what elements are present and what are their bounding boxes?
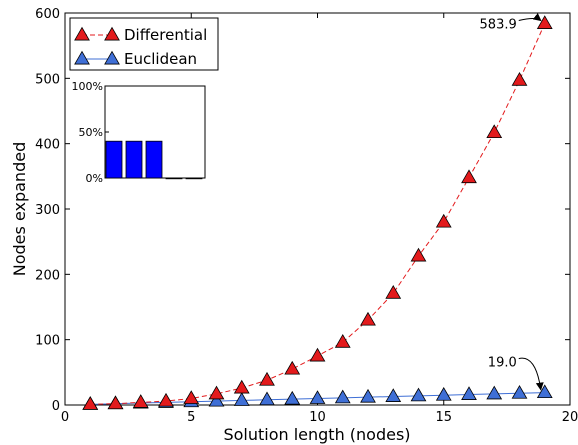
data-point — [435, 386, 452, 401]
data-point — [259, 391, 275, 406]
data-point — [486, 385, 503, 400]
inset-tick-label: 50% — [79, 126, 103, 139]
inset-tick-label: 0% — [86, 172, 103, 185]
annotation-arrow — [518, 13, 542, 22]
data-point — [284, 390, 301, 405]
plot-area — [64, 12, 571, 406]
legend-label: Differential — [124, 26, 207, 44]
data-point — [309, 347, 326, 362]
x-tick-label: 10 — [309, 410, 326, 425]
inset-tick-label: 100% — [72, 80, 103, 93]
data-point — [360, 311, 376, 326]
data-point — [82, 396, 99, 410]
legend-label: Euclidean — [124, 50, 197, 68]
y-axis-label: Nodes expanded — [10, 142, 29, 276]
series-layer — [82, 15, 553, 410]
y-tick-label: 400 — [35, 138, 60, 153]
data-point — [511, 384, 528, 399]
data-point — [158, 392, 174, 407]
data-point — [461, 169, 477, 184]
data-point — [461, 386, 477, 400]
data-point — [385, 388, 402, 402]
y-tick-label: 500 — [35, 72, 60, 87]
data-point — [536, 384, 553, 399]
data-point — [410, 247, 427, 262]
legend-item-differential: Differential — [74, 26, 207, 44]
data-point — [132, 394, 149, 408]
data-point — [511, 72, 528, 86]
data-point — [385, 285, 402, 299]
legend: Differential Euclidean — [69, 17, 219, 71]
legend-marker — [104, 26, 120, 41]
data-point — [486, 124, 503, 139]
y-tick-label: 100 — [35, 334, 60, 349]
y-tick-label: 300 — [35, 203, 60, 218]
data-point — [183, 390, 200, 404]
data-point — [284, 360, 301, 375]
y-tick-label: 200 — [35, 268, 60, 283]
y-tick-label: 0 — [52, 399, 60, 414]
data-point — [435, 213, 452, 228]
data-point — [410, 387, 427, 402]
annotation-label: 583.9 — [480, 18, 517, 33]
x-tick-label: 0 — [61, 410, 69, 425]
inset-bar — [165, 177, 183, 180]
x-tick-label: 5 — [187, 410, 195, 425]
x-tick-label: 20 — [562, 410, 578, 425]
data-point — [259, 371, 275, 386]
y-axis-ticks: 0 100 200 300 400 500 600 — [35, 7, 570, 414]
data-point — [208, 385, 225, 400]
legend-marker — [74, 50, 90, 65]
x-tick-label: 15 — [435, 410, 452, 425]
legend-item-euclidean: Euclidean — [74, 50, 197, 68]
data-point — [536, 15, 553, 29]
data-point — [233, 379, 250, 394]
y-tick-label: 600 — [35, 7, 60, 22]
data-point — [107, 395, 124, 410]
inset-bar — [185, 177, 203, 180]
inset-bar-chart: 0% 50% 100% — [72, 80, 206, 185]
data-point — [360, 388, 376, 403]
data-point — [233, 392, 250, 406]
x-axis-label: Solution length (nodes) — [223, 425, 410, 444]
data-point — [334, 334, 351, 348]
inset-bar — [125, 140, 143, 179]
inset-bar — [145, 140, 163, 179]
data-point — [334, 389, 351, 404]
data-point — [309, 390, 326, 404]
legend-box — [69, 17, 219, 71]
annotation-label: 19.0 — [488, 356, 517, 371]
annotation-arrow — [518, 357, 544, 391]
legend-marker — [74, 26, 90, 41]
series-differential — [82, 15, 553, 410]
annotations: 583.9 19.0 — [480, 13, 544, 391]
legend-marker — [104, 50, 120, 65]
inset-bar — [105, 140, 123, 179]
data-point — [208, 392, 225, 407]
